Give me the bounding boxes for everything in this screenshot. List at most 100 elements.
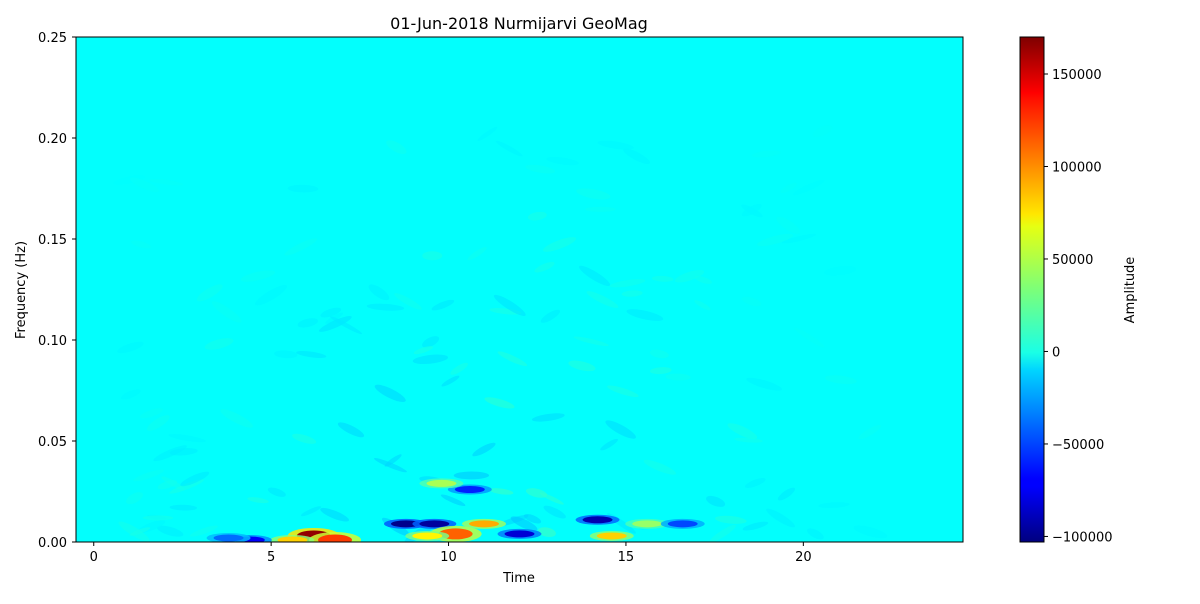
heatmap-ripple xyxy=(148,178,184,186)
heatmap-ripple xyxy=(211,301,242,323)
y-tick-label: 0.05 xyxy=(38,435,67,450)
heatmap-ripple xyxy=(157,479,178,490)
heatmap-ripple xyxy=(537,527,556,537)
heatmap-ripple xyxy=(621,290,643,297)
heatmap-ripple xyxy=(368,284,390,301)
colorbar xyxy=(1019,36,1045,543)
heatmap-ripple xyxy=(651,275,674,282)
heatmap-ripple xyxy=(412,354,449,365)
heatmap-feature xyxy=(390,520,421,528)
y-tick-label: 0.15 xyxy=(38,233,67,248)
colorbar-label: Amplitude xyxy=(1123,257,1138,324)
heatmap-ripple xyxy=(609,279,646,288)
heatmap-feature xyxy=(504,530,535,538)
heatmap-ripple xyxy=(168,434,206,443)
heatmap-ripple xyxy=(296,350,327,359)
heatmap-ripple xyxy=(284,238,318,256)
heatmap-ripple xyxy=(573,336,609,347)
heatmap-ripple xyxy=(665,373,691,381)
heatmap-ripple xyxy=(147,415,170,431)
colorbar-tick-label: −100000 xyxy=(1052,530,1113,545)
heatmap-ripple xyxy=(714,515,747,524)
heatmap-ripple xyxy=(131,240,152,249)
heatmap-ripple xyxy=(818,502,850,509)
heatmap-ripple xyxy=(777,487,796,501)
colorbar-tick-label: −50000 xyxy=(1052,438,1104,453)
heatmap-ripple xyxy=(196,284,223,302)
heatmap-ripple xyxy=(495,140,523,157)
heatmap-ripple xyxy=(467,247,487,261)
plot-frame xyxy=(75,36,964,543)
heatmap-ripple xyxy=(734,437,763,443)
heatmap-ripple xyxy=(540,309,561,323)
heatmap-ripple xyxy=(824,375,857,385)
heatmap-ripple xyxy=(527,211,547,221)
heatmap-ripple xyxy=(576,188,611,200)
heatmap-ripple xyxy=(539,492,564,505)
heatmap-ripple xyxy=(694,300,711,311)
heatmap-ripple xyxy=(510,516,538,531)
heatmap-ripple xyxy=(386,140,407,155)
heatmap-ripple xyxy=(431,299,455,311)
heatmap-ripple xyxy=(694,275,712,284)
heatmap-ripple xyxy=(746,377,783,391)
heatmap-ripple xyxy=(142,515,174,521)
heatmap-ripple xyxy=(780,182,797,194)
heatmap-ripple xyxy=(727,423,758,440)
heatmap-ripple xyxy=(247,497,269,504)
heatmap-ripple xyxy=(337,422,365,438)
heatmap-ripple xyxy=(812,125,833,138)
heatmap-ripple xyxy=(453,471,490,480)
y-axis-label: Frequency (Hz) xyxy=(14,241,29,339)
heatmap-feature xyxy=(582,516,613,524)
heatmap-ripple xyxy=(794,327,825,348)
heatmap-feature xyxy=(469,520,500,528)
colorbar-tick-label: 50000 xyxy=(1052,253,1093,268)
heatmap-ripple xyxy=(477,126,498,142)
heatmap-ripple xyxy=(706,495,726,507)
x-axis-ticks: 0 5 10 15 20 xyxy=(90,542,812,565)
heatmap-ripple xyxy=(546,156,579,166)
heatmap-ripple xyxy=(287,184,319,193)
heatmap-ripple xyxy=(117,341,144,354)
heatmap-ripple xyxy=(605,420,636,439)
x-tick-label: 5 xyxy=(267,550,275,565)
heatmap-feature xyxy=(426,479,457,487)
heatmap-features xyxy=(113,125,888,542)
heatmap-feature xyxy=(454,485,485,493)
heatmap-ripple xyxy=(384,454,402,467)
heatmap-ripple xyxy=(586,291,619,309)
heatmap-feature xyxy=(318,534,352,542)
heatmap-ripple xyxy=(607,385,639,398)
heatmap-feature xyxy=(213,534,244,542)
heatmap-ripple xyxy=(741,296,762,307)
heatmap-ripple xyxy=(766,508,795,528)
heatmap-ripple xyxy=(776,216,801,234)
heatmap-ripple xyxy=(744,477,766,488)
heatmap-ripple xyxy=(180,471,210,487)
heatmap-ripple xyxy=(422,251,443,261)
heatmap-feature xyxy=(632,520,663,528)
heatmap-ripple xyxy=(542,237,577,252)
heatmap-ripple xyxy=(493,294,526,316)
heatmap-ripple xyxy=(709,524,736,542)
heatmap-ripple xyxy=(489,488,514,495)
heatmap-ripple xyxy=(130,177,159,193)
heatmap-ripple xyxy=(568,360,596,372)
heatmap-ripple xyxy=(220,409,254,428)
heatmap-ripple xyxy=(472,442,496,457)
heatmap-ripple xyxy=(807,528,824,540)
heatmap-ripple xyxy=(497,351,528,367)
heatmap-ripple xyxy=(319,316,352,332)
x-tick-label: 0 xyxy=(90,550,98,565)
heatmap-ripple xyxy=(274,350,298,359)
heatmap-ripple xyxy=(133,469,165,482)
chart-title: 01-Jun-2018 Nurmijarvi GeoMag xyxy=(390,14,648,33)
colorbar-tick-label: 0 xyxy=(1052,345,1060,360)
y-tick-label: 0.10 xyxy=(38,334,67,349)
heatmap-ripple xyxy=(623,148,650,165)
heatmap-ripple xyxy=(169,479,204,494)
heatmap-ripple xyxy=(853,525,888,539)
